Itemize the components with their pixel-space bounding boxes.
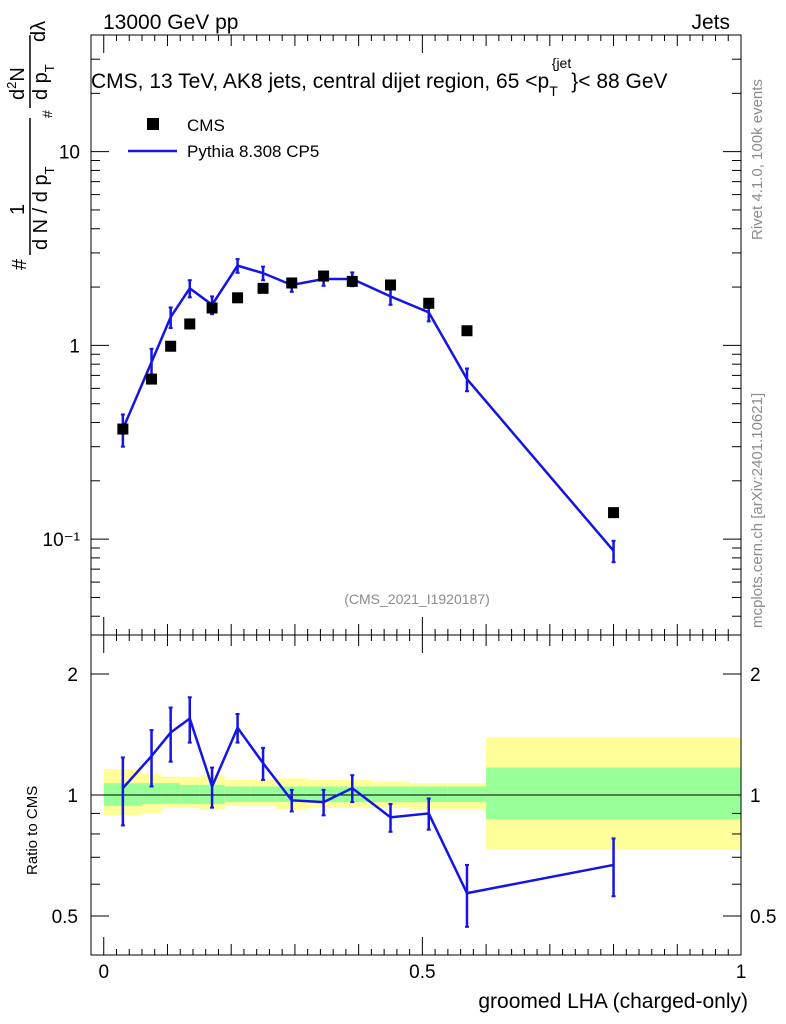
analysis-watermark: (CMS_2021_I1920187) — [344, 591, 490, 607]
band-inner-13 — [486, 767, 741, 820]
cms-data-point — [346, 275, 358, 287]
ylabel-d2N: d2N — [4, 67, 29, 100]
main-pythia-series — [120, 258, 616, 564]
mcplots-label: mcplots.cern.ch [arXiv:2401.10621] — [749, 393, 766, 628]
ratio-y-tick-label-right-0.5: 0.5 — [750, 907, 776, 928]
main-y-tick-label-1: 1 — [69, 336, 80, 357]
ratio-pythia-line — [121, 716, 614, 895]
cms-data-point — [232, 292, 244, 304]
cms-data-point — [318, 270, 330, 282]
band-inner-3 — [180, 784, 200, 804]
x-tick-label-1: 1 — [736, 962, 747, 983]
cms-data-point — [461, 325, 473, 337]
ylabel-dpt: d pT — [30, 64, 57, 100]
cms-data-point — [206, 302, 218, 314]
title-suffix: }< 88 GeV — [571, 70, 667, 93]
main-ylabel: # 1 d N / d pT # d2N d pT dλ — [4, 21, 57, 270]
cms-data-point — [117, 423, 129, 435]
title-prefix: CMS, 13 TeV, AK8 jets, central dijet reg… — [91, 70, 549, 93]
main-y-tick-label-0.1: 10⁻¹ — [43, 530, 81, 551]
ylabel-hash2: # — [39, 110, 55, 118]
legend-marker-cms — [147, 118, 159, 130]
header-left: 13000 GeV pp — [103, 11, 238, 34]
main-y-tick-label-10: 10 — [59, 143, 80, 164]
cms-data-point — [423, 297, 435, 309]
x-axis-label: groomed LHA (charged-only) — [478, 990, 748, 1013]
band-inner-10 — [371, 786, 410, 803]
legend-label-pythia: Pythia 8.308 CP5 — [187, 142, 319, 161]
ylabel-frac-den: d N / d pT — [30, 166, 57, 250]
cms-data-point — [184, 318, 196, 330]
x-tick-label-0.5: 0.5 — [409, 962, 435, 983]
ratio-y-tick-label-right-2: 2 — [750, 665, 761, 686]
pythia-line — [121, 264, 615, 552]
rivet-label: Rivet 4.1.0, 100k events — [749, 79, 766, 240]
ylabel-dlambda: dλ — [28, 21, 50, 42]
cms-data-point — [608, 507, 620, 519]
band-inner-2 — [161, 783, 181, 804]
tick-labels: 10⁻¹ 1 10 0.5 1 2 0.5 1 2 0 0.5 1 — [43, 143, 777, 983]
ratio-ylabel: Ratio to CMS — [24, 786, 41, 875]
ratio-pythia-series — [120, 696, 616, 928]
ylabel-hash1: # — [9, 258, 31, 270]
cms-data-point — [146, 373, 158, 385]
header-right: Jets — [691, 11, 730, 34]
ratio-y-tick-label-1: 1 — [67, 786, 78, 807]
title-sup: {jet — [552, 55, 572, 71]
cms-data-point — [165, 340, 177, 352]
band-inner-5 — [224, 786, 251, 803]
ratio-uncertainty-bands — [103, 737, 741, 850]
ratio-y-tick-label-0.5: 0.5 — [52, 907, 78, 928]
title-sub: T — [549, 83, 558, 99]
cms-data-point — [385, 279, 397, 291]
ratio-y-tick-label-2: 2 — [67, 665, 78, 686]
plot-title: CMS, 13 TeV, AK8 jets, central dijet reg… — [91, 55, 668, 99]
cms-data-point — [286, 277, 298, 289]
x-tick-label-0: 0 — [98, 962, 109, 983]
cms-data-point — [257, 282, 269, 294]
ylabel-one: 1 — [7, 204, 29, 215]
ratio-y-tick-label-right-1: 1 — [750, 786, 761, 807]
axis-ticks — [91, 34, 742, 956]
band-inner-11 — [409, 786, 448, 803]
band-inner-12 — [447, 786, 487, 803]
legend-label-cms: CMS — [187, 116, 225, 135]
band-inner-1 — [141, 783, 162, 804]
main-cms-series — [117, 270, 620, 519]
band-inner-6 — [250, 786, 276, 803]
